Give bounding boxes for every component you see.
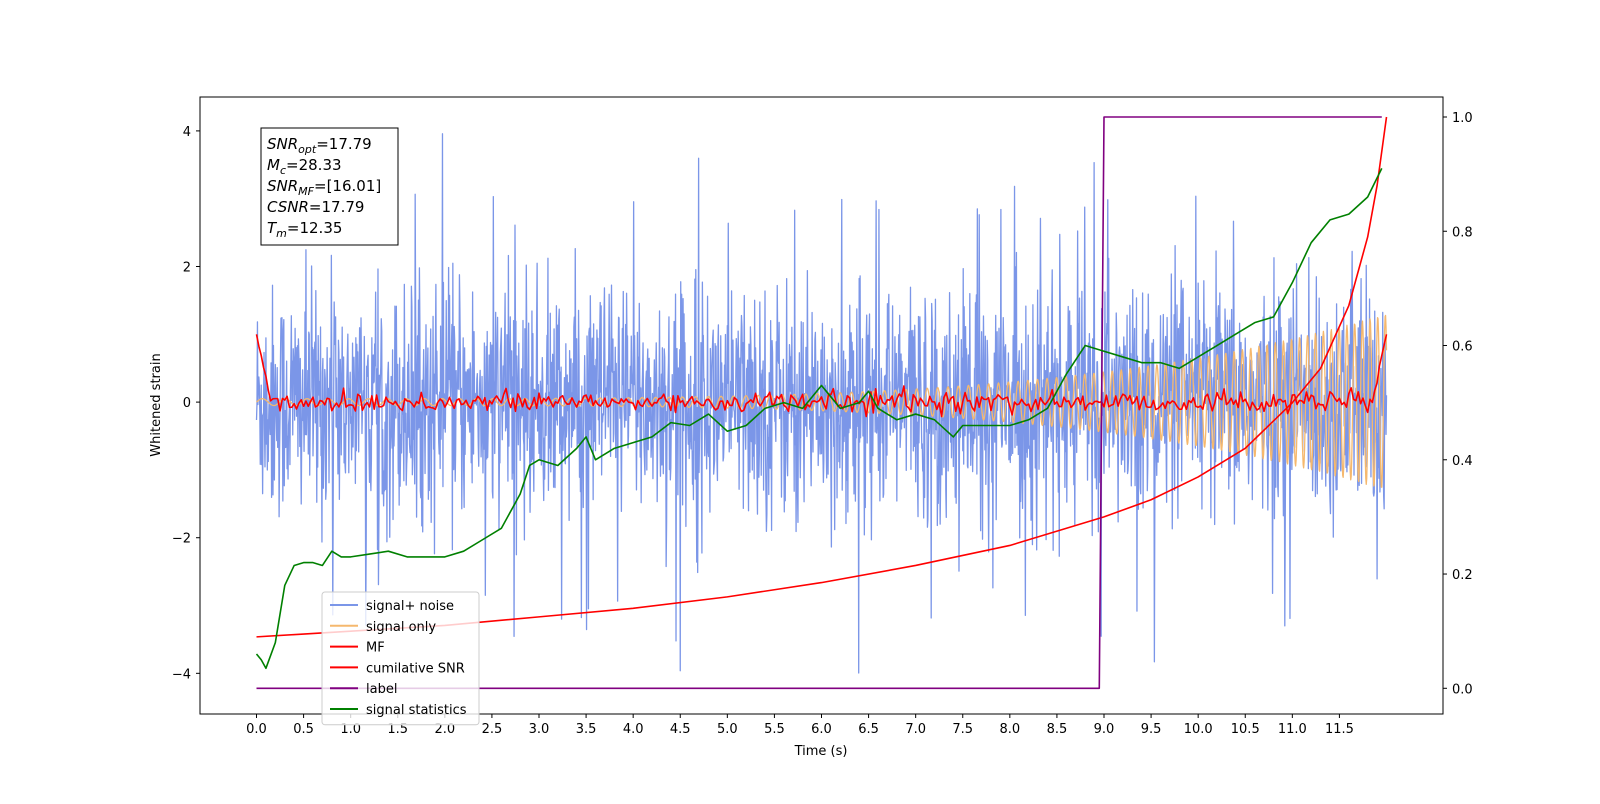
x-tick-label: 4.5 (670, 722, 691, 737)
x-tick-label: 9.0 (1094, 722, 1115, 737)
y2-tick-label: 0.6 (1452, 340, 1473, 355)
y-axis-label: Whitened strain (149, 353, 164, 456)
y2-tick-label: 0.8 (1452, 225, 1473, 240)
legend-entry-label: label (366, 682, 397, 697)
x-tick-label: 11.0 (1278, 722, 1307, 737)
x-tick-label: 6.0 (811, 722, 832, 737)
legend-entry-label: signal only (366, 620, 436, 635)
x-tick-label: 10.5 (1231, 722, 1260, 737)
annotation-line: Tm=12.35 (267, 219, 342, 240)
x-tick-label: 4.0 (623, 722, 644, 737)
annotation-frame (260, 127, 399, 246)
legend-entry-label: signal+ noise (366, 599, 454, 614)
y2-tick-label: 0.2 (1452, 568, 1473, 583)
x-tick-label: 10.0 (1184, 722, 1213, 737)
x-tick-label: 8.5 (1047, 722, 1068, 737)
x-tick-label: 0.0 (246, 722, 267, 737)
legend-entry-label: cumilative SNR (366, 661, 465, 676)
x-tick-label: 5.5 (764, 722, 785, 737)
y-tick-label: 4 (183, 125, 191, 140)
annotation-line: Mc=28.33 (267, 156, 342, 177)
x-tick-label: 5.0 (717, 722, 738, 737)
series-line-signal-statistics (255, 168, 1383, 670)
x-tick-label: 3.0 (529, 722, 550, 737)
x-tick-label: 7.5 (952, 722, 973, 737)
y2-tick-label: 0.4 (1452, 454, 1473, 469)
x-tick-label: 6.5 (858, 722, 879, 737)
legend-entry-label: signal statistics (366, 703, 467, 718)
y-tick-label: −2 (172, 532, 191, 547)
y2-tick-label: 0.0 (1452, 682, 1473, 697)
x-tick-label: 2.5 (482, 722, 503, 737)
y-tick-label: 2 (183, 261, 191, 276)
series-line-label (256, 116, 1382, 690)
y-axis-right-ticks: 0.0 0.2 0.4 0.6 0.8 1.0 (1443, 111, 1473, 697)
annotation-line: CSNR=17.79 (267, 198, 364, 216)
y2-tick-label: 1.0 (1452, 111, 1473, 126)
annotation-line: SNRopt=17.79 (267, 135, 372, 156)
x-tick-label: 0.5 (293, 722, 314, 737)
y-tick-label: 0 (183, 396, 191, 411)
x-tick-label: 2.0 (434, 722, 455, 737)
y-tick-label: −4 (172, 667, 191, 682)
x-tick-label: 9.5 (1141, 722, 1162, 737)
x-tick-label: 7.0 (905, 722, 926, 737)
stats-annotation-box: SNRopt=17.79Mc=28.33SNRMF=[16.01]CSNR=17… (260, 127, 399, 246)
legend: signal+ noise signal only MF cumilative SNR… (321, 591, 480, 726)
x-tick-label: 11.5 (1325, 722, 1354, 737)
x-tick-label: 1.5 (387, 722, 408, 737)
annotation-line: SNRMF=[16.01] (267, 177, 381, 198)
series-line-signal-only (256, 314, 1388, 488)
x-tick-label: 3.5 (576, 722, 597, 737)
series-line-signal-noise (255, 133, 1388, 674)
x-axis-ticks: 0.0 0.5 1.0 1.5 2.0 2.5 3.0 3.5 4.0 4.5 5.0 5.5 6.0 6… (246, 714, 1354, 737)
x-tick-label: 1.0 (340, 722, 361, 737)
series-line-mf (255, 334, 1388, 418)
legend-frame (321, 591, 480, 726)
x-axis-label: Time (s) (794, 744, 848, 759)
legend-entry-label: MF (366, 641, 385, 656)
x-tick-label: 8.0 (999, 722, 1020, 737)
y-axis-left-ticks: −4 −2 0 2 4 (172, 125, 200, 682)
